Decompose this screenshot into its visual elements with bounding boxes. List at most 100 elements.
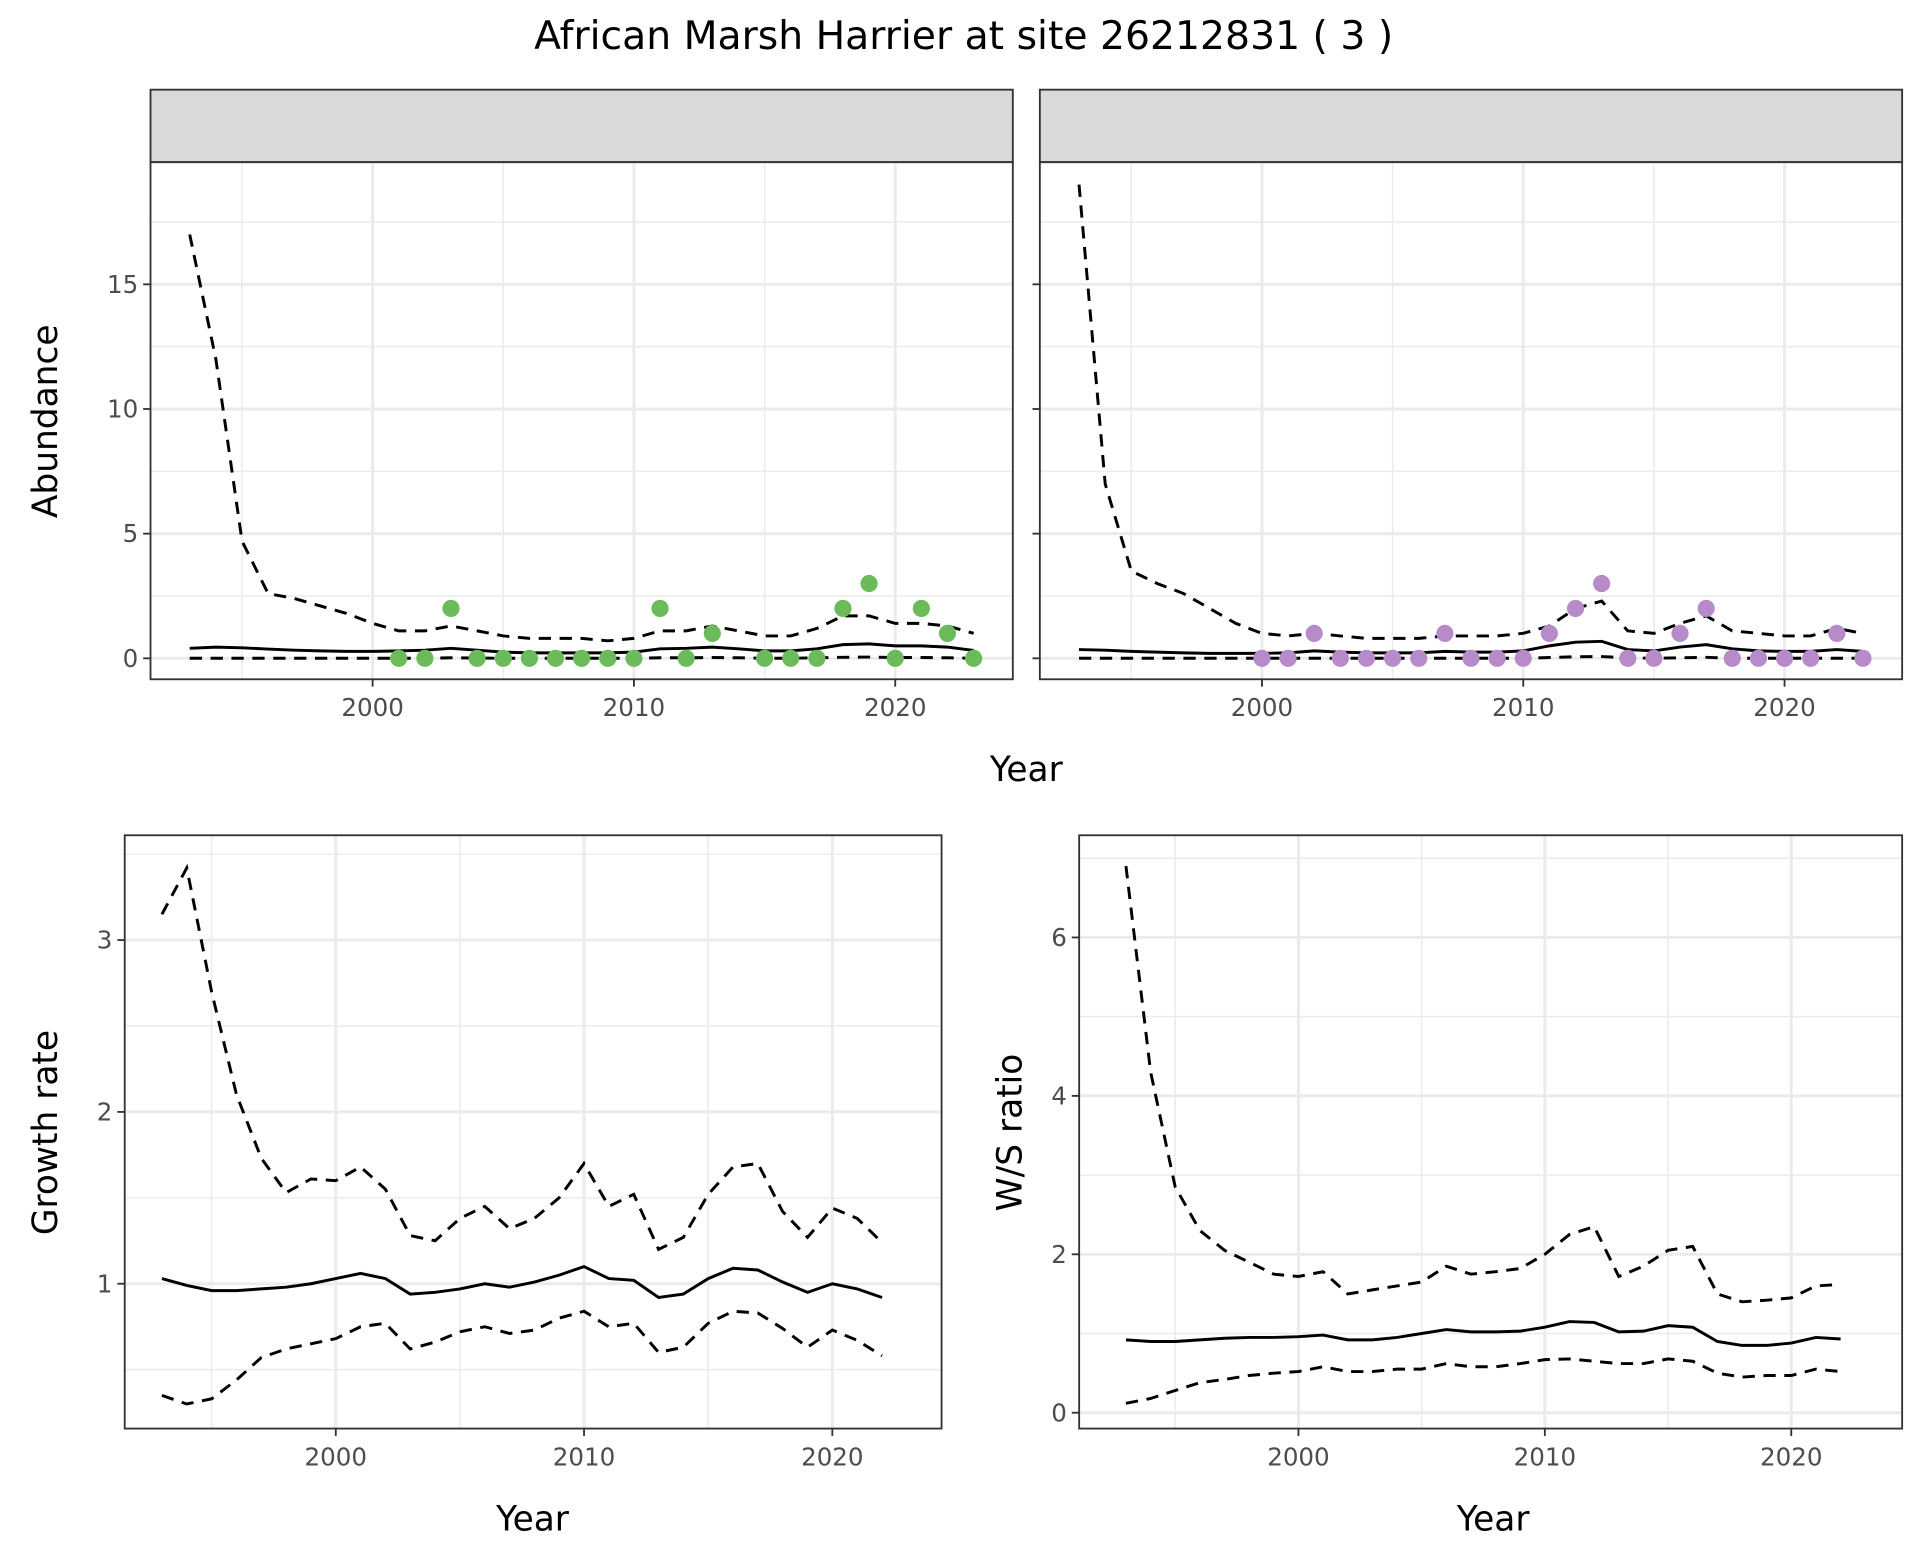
x-tick-label: 2020	[801, 1442, 863, 1471]
upper-bound-line	[188, 234, 975, 643]
data-point	[808, 649, 826, 667]
data-point	[1410, 649, 1428, 667]
data-point	[1331, 649, 1349, 667]
data-point	[938, 624, 957, 642]
panel-2: 2000 2010 2020 1 2 3	[97, 834, 943, 1471]
data-point	[834, 599, 852, 618]
panel-background	[150, 162, 1013, 680]
y-tick-label: 10	[107, 395, 138, 424]
mean-line	[161, 1264, 883, 1300]
data-point	[1540, 624, 1558, 642]
upper-bound-line	[160, 863, 884, 1252]
data-point	[1645, 649, 1663, 667]
data-point	[546, 649, 565, 667]
x-tick-label: 2020	[1753, 693, 1815, 722]
data-point	[755, 649, 774, 667]
y-tick-label: 3	[97, 926, 113, 955]
panel-background	[1079, 835, 1903, 1429]
data-point	[390, 649, 408, 667]
x-tick-label: 2000	[305, 1442, 367, 1471]
y-tick-label: 2	[1051, 1240, 1067, 1269]
x-tick-label: 2020	[864, 693, 926, 722]
data-point	[1619, 649, 1637, 667]
data-point	[573, 649, 591, 667]
data-point	[1749, 649, 1768, 667]
data-point	[599, 649, 617, 667]
panel-border	[149, 161, 1014, 681]
panel-1: 2000 2010 2020	[1032, 88, 1904, 722]
data-point	[912, 599, 930, 618]
x-axis-label-growth: Year	[495, 1500, 570, 1540]
x-tick-label: 2010	[553, 1442, 615, 1471]
y-axis-label-ratio: W/S ratio	[990, 1054, 1030, 1212]
data-point	[416, 649, 434, 667]
data-point	[1566, 599, 1585, 618]
data-point	[1671, 624, 1689, 642]
data-point	[1854, 649, 1872, 667]
panel-border	[123, 834, 943, 1430]
data-point	[1305, 624, 1323, 642]
y-axis-label-growth: Growth rate	[26, 1030, 66, 1235]
data-point	[520, 649, 539, 667]
y-tick-label: 2	[97, 1098, 113, 1127]
data-point	[1593, 574, 1611, 593]
y-axis-label-abundance: Abundance	[26, 325, 66, 519]
panel-0: 2000 2010 2020 0 5 10 15	[107, 88, 1014, 722]
mean-line	[1125, 1320, 1841, 1347]
y-tick-label: 15	[107, 270, 138, 299]
data-point	[1697, 599, 1715, 618]
y-tick-label: 4	[1051, 1081, 1067, 1110]
data-point	[1723, 649, 1741, 667]
data-point	[468, 649, 486, 667]
upper-bound-line	[1124, 865, 1841, 1304]
data-point	[494, 649, 512, 667]
x-tick-label: 2020	[1760, 1442, 1822, 1471]
chart-title: African Marsh Harrier at site 26212831 (…	[534, 14, 1393, 59]
upper-bound-line	[1077, 184, 1864, 640]
data-point	[677, 649, 695, 667]
panel-background	[1039, 162, 1903, 680]
x-tick-label: 2010	[1514, 1442, 1576, 1471]
lower-bound-line	[161, 1309, 883, 1406]
data-point	[442, 599, 460, 618]
y-tick-label: 0	[1051, 1398, 1067, 1427]
data-point	[1253, 649, 1271, 667]
data-point	[1462, 649, 1480, 667]
panel-3: 2000 2010 2020 0 2 4 6	[1051, 834, 1904, 1471]
lower-bound-line	[1125, 1357, 1841, 1405]
data-point	[1357, 649, 1376, 667]
data-point	[782, 649, 800, 667]
x-tick-label: 2010	[1492, 693, 1554, 722]
data-point	[651, 599, 669, 618]
lower-bound-line	[189, 655, 974, 660]
data-point	[965, 649, 983, 667]
data-point	[625, 649, 643, 667]
x-tick-label: 2000	[341, 693, 403, 722]
data-point	[860, 574, 878, 593]
data-point	[886, 649, 904, 667]
x-axis-label-ratio: Year	[1456, 1500, 1531, 1540]
data-point	[1802, 649, 1820, 667]
panel-border	[1078, 834, 1904, 1430]
x-axis-label-top: Year	[989, 750, 1064, 790]
facet-strip	[1038, 88, 1904, 164]
y-tick-label: 5	[123, 519, 139, 548]
x-tick-label: 2000	[1231, 693, 1293, 722]
data-point	[1828, 624, 1846, 642]
x-tick-label: 2010	[603, 693, 665, 722]
data-point	[1436, 624, 1454, 642]
y-tick-label: 6	[1051, 923, 1067, 952]
panel-border	[1038, 161, 1904, 681]
data-point	[1775, 649, 1794, 667]
data-point	[1384, 649, 1402, 667]
data-point	[1514, 649, 1532, 667]
data-point	[703, 624, 721, 642]
x-tick-label: 2000	[1267, 1442, 1329, 1471]
y-tick-label: 0	[123, 644, 139, 673]
panel-background	[124, 835, 942, 1429]
facet-strip	[149, 88, 1014, 164]
y-tick-label: 1	[97, 1269, 113, 1298]
data-point	[1488, 649, 1506, 667]
data-point	[1279, 649, 1297, 667]
